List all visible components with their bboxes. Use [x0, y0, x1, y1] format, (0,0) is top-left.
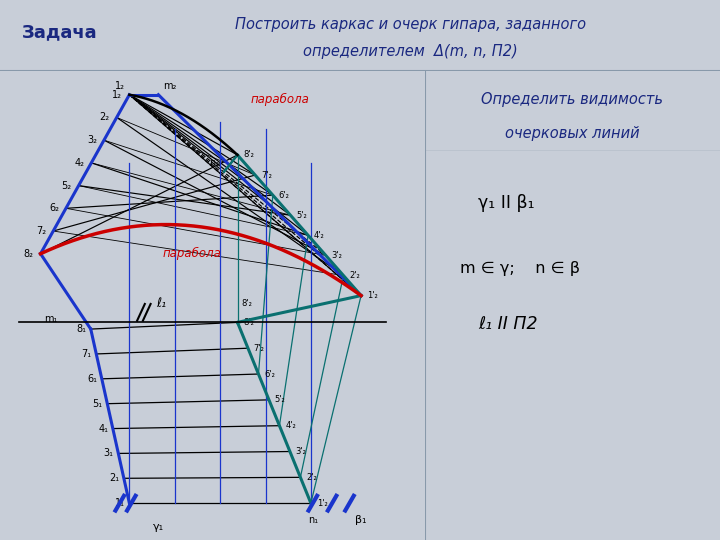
Text: Построить каркас и очерк гипара, заданного: Построить каркас и очерк гипара, заданно… — [235, 17, 586, 32]
Text: 1₂: 1₂ — [112, 90, 122, 100]
Text: 6'₂: 6'₂ — [279, 191, 289, 200]
Text: m ∈ γ;    n ∈ β: m ∈ γ; n ∈ β — [460, 261, 580, 275]
Text: 7₂: 7₂ — [36, 226, 46, 236]
Text: 1₂: 1₂ — [114, 82, 125, 91]
Text: 8₂: 8₂ — [24, 249, 34, 259]
Text: 8'₂: 8'₂ — [243, 151, 254, 159]
Text: 2₁: 2₁ — [109, 473, 120, 483]
Text: γ₁: γ₁ — [153, 522, 164, 531]
Text: 4₁: 4₁ — [98, 423, 108, 434]
Text: 3'₂: 3'₂ — [332, 251, 343, 260]
Text: m₁: m₁ — [45, 314, 58, 324]
Text: 8'₂: 8'₂ — [241, 300, 252, 308]
Text: 4'₂: 4'₂ — [285, 421, 296, 430]
Text: γ₁ II β₁: γ₁ II β₁ — [478, 193, 534, 212]
Text: 3'₂: 3'₂ — [296, 447, 307, 456]
Text: n₂: n₂ — [210, 158, 220, 168]
Text: 5₁: 5₁ — [93, 399, 103, 409]
Text: 5'₂: 5'₂ — [296, 211, 307, 220]
Text: 7'₂: 7'₂ — [261, 171, 272, 180]
Text: 2'₂: 2'₂ — [306, 473, 317, 482]
Text: m₂: m₂ — [163, 82, 176, 91]
Text: 5'₂: 5'₂ — [275, 395, 286, 404]
Text: n₁: n₁ — [307, 515, 318, 525]
Text: 7₁: 7₁ — [81, 349, 91, 359]
Text: 3₁: 3₁ — [104, 448, 114, 458]
Text: 6₁: 6₁ — [87, 374, 97, 384]
Text: 8'₂: 8'₂ — [243, 318, 254, 327]
Text: 3₂: 3₂ — [87, 135, 97, 145]
Text: очерковых линий: очерковых линий — [505, 126, 639, 141]
Text: 6'₂: 6'₂ — [264, 369, 275, 379]
Text: 4₂: 4₂ — [74, 158, 84, 168]
Text: ℓ₁ II Π2: ℓ₁ II Π2 — [478, 315, 537, 333]
Text: 6₂: 6₂ — [49, 203, 59, 213]
Text: Задача: Задача — [22, 23, 97, 41]
Text: 1₁: 1₁ — [114, 498, 125, 508]
Text: 1'₂: 1'₂ — [367, 291, 377, 300]
Text: Определить видимость: Определить видимость — [482, 92, 663, 107]
Text: парабола: парабола — [251, 93, 310, 106]
Text: 8₁: 8₁ — [76, 324, 86, 334]
Text: 1'₂: 1'₂ — [317, 498, 328, 508]
Text: ℓ₁: ℓ₁ — [156, 298, 166, 310]
Text: 5₂: 5₂ — [61, 180, 72, 191]
Text: 7'₂: 7'₂ — [253, 343, 265, 353]
Text: 2'₂: 2'₂ — [349, 271, 360, 280]
Text: 2₂: 2₂ — [99, 112, 109, 123]
Text: определителем  Δ(m, n, Π2): определителем Δ(m, n, Π2) — [303, 44, 518, 59]
Text: парабола: парабола — [162, 247, 221, 260]
Text: β₁: β₁ — [356, 515, 366, 525]
Text: 4'₂: 4'₂ — [314, 231, 325, 240]
